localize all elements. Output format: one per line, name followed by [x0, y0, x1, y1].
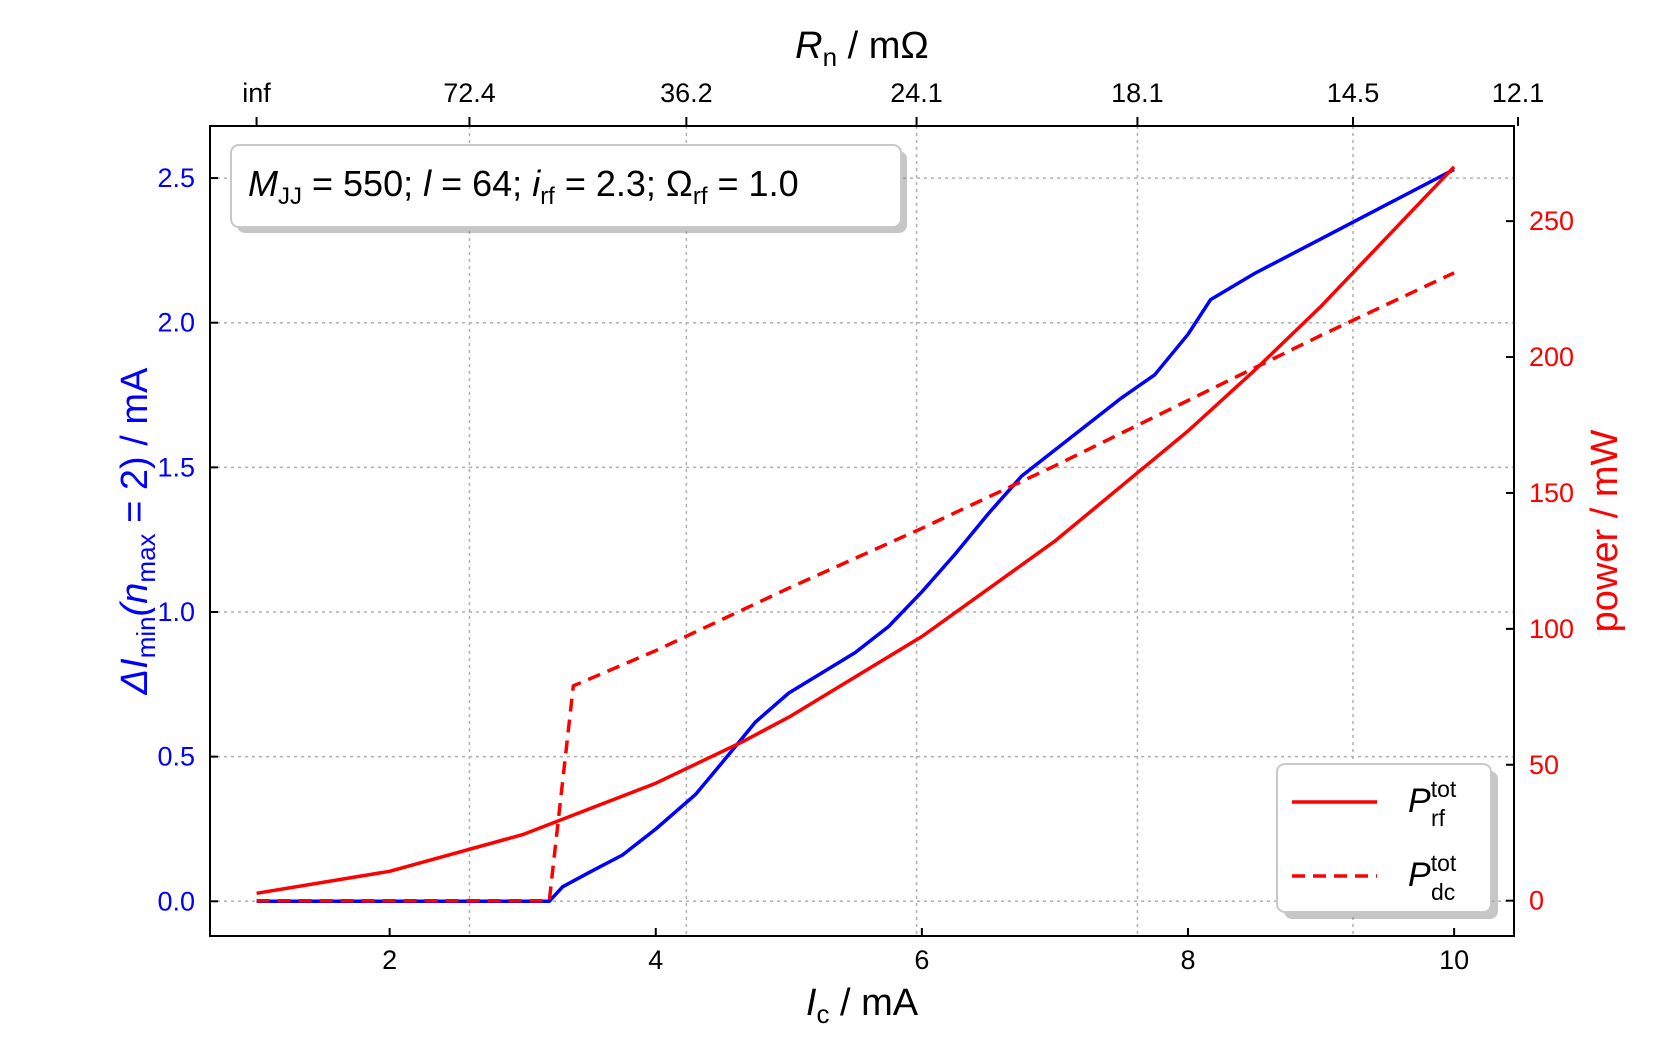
plot-frame [209, 125, 1515, 937]
x-axis-tick-label: 2 [382, 945, 397, 975]
y-right-axis-tick-label: 0 [1529, 886, 1544, 916]
y-right-axis-tick-label: 250 [1529, 206, 1574, 236]
y-left-axis-label: ΔImin(nmax = 2) / mA [114, 367, 161, 695]
top-axis-tick-label: 12.1 [1492, 78, 1545, 108]
annotation-text: MJJ = 550; l = 64; irf = 2.3; Ωrf = 1.0 [248, 163, 799, 210]
parameter-annotation: MJJ = 550; l = 64; irf = 2.3; Ωrf = 1.0 [230, 144, 907, 233]
y-right-axis-tick-label: 50 [1529, 750, 1559, 780]
y-right-axis-tick-label: 200 [1529, 342, 1574, 372]
y-left-axis-tick-label: 1.0 [157, 597, 195, 627]
legend: Ptot rf Ptot dc [1276, 763, 1498, 919]
y-left-axis-tick-label: 0.5 [157, 742, 195, 772]
y-right-axis-tick-label: 100 [1529, 614, 1574, 644]
series-line-delta_I [256, 167, 1455, 904]
series-line-P_dc [256, 271, 1455, 903]
top-axis-tick-label: 72.4 [443, 78, 496, 108]
x-axis-tick-label: 4 [648, 945, 663, 975]
series-line-P_rf [256, 165, 1456, 896]
x-axis-tick-label: 8 [1180, 945, 1195, 975]
x-axis-label: Ic / mA [806, 982, 919, 1029]
x-axis-tick-label: 10 [1439, 945, 1469, 975]
series-layer [256, 165, 1456, 904]
y-right-axis-tick-label: 150 [1529, 478, 1574, 508]
y-left-axis-tick-label: 2.5 [157, 163, 195, 193]
top-axis-label: Rn / mΩ [795, 25, 929, 72]
top-axis-tick-label: inf [242, 78, 271, 108]
y-left-axis-tick-label: 0.0 [157, 886, 195, 916]
y-right-axis-label: power / mW [1584, 430, 1626, 633]
top-axis-tick-label: 14.5 [1327, 78, 1380, 108]
tick-labels: inf 72.4 36.2 24.1 18.1 14.5 12.1 2 4 6 8 10 0.0 0.5 1… [157, 78, 1574, 975]
top-axis-tick-label: 24.1 [890, 78, 943, 108]
y-left-axis-tick-label: 1.5 [157, 452, 195, 482]
tick-marks [210, 117, 1519, 936]
legend-label-p-dc: Ptot dc [1408, 850, 1457, 905]
top-axis-tick-label: 36.2 [660, 78, 713, 108]
legend-label-p-rf: Ptot rf [1408, 776, 1457, 831]
top-axis-tick-label: 18.1 [1111, 78, 1164, 108]
y-left-axis-tick-label: 2.0 [157, 308, 195, 338]
x-axis-tick-label: 6 [914, 945, 929, 975]
